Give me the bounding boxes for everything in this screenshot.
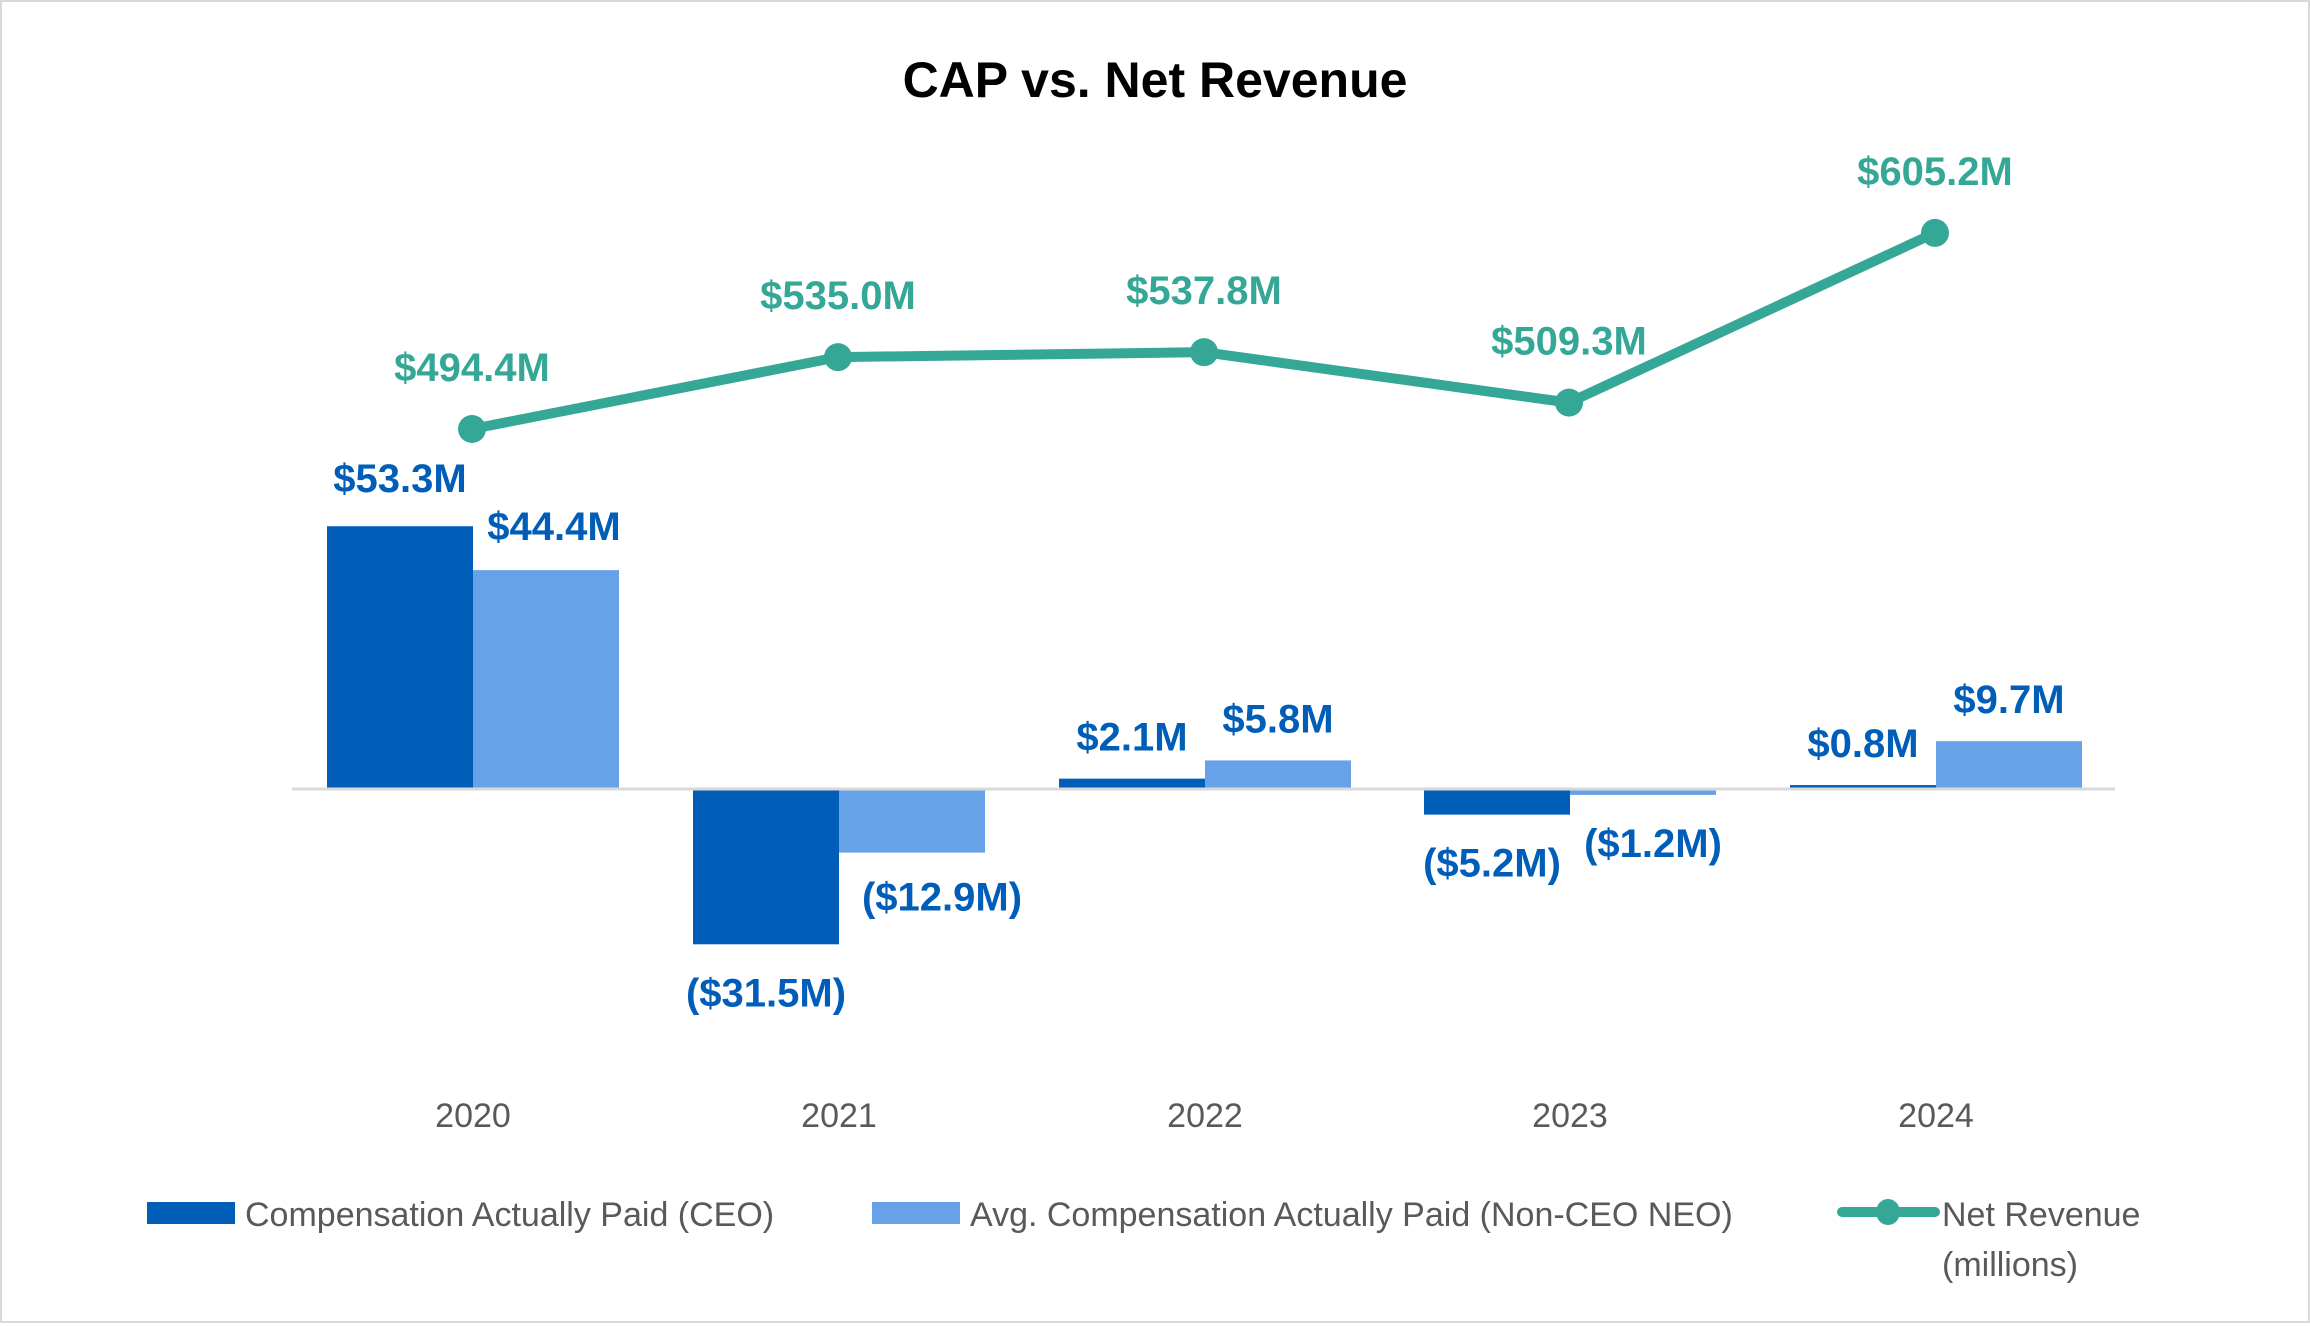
bar-label-neo-2020: $44.4M (487, 505, 620, 549)
bar-neo-2021 (839, 789, 985, 853)
bar-label-neo-2022: $5.8M (1222, 697, 1333, 741)
legend-item-ceo[interactable]: Compensation Actually Paid (CEO) (147, 1196, 774, 1234)
legend-swatch-ceo (147, 1202, 235, 1224)
bar-ceo-2024 (1790, 785, 1936, 789)
revenue-line (471, 228, 1938, 434)
bar-neo-2023 (1570, 789, 1716, 795)
revenue-point-2022 (1190, 338, 1218, 367)
revenue-label-2020: $494.4M (394, 346, 550, 390)
x-tick-2021: 2021 (801, 1097, 877, 1135)
bar-neo-2022 (1205, 760, 1351, 789)
x-tick-2024: 2024 (1898, 1097, 1974, 1135)
bar-ceo-2020 (327, 526, 473, 789)
bar-label-neo-2021: ($12.9M) (862, 876, 1022, 920)
x-tick-labels: 2020 2021 2022 2023 2024 (435, 1097, 1974, 1135)
legend-item-revenue[interactable]: Net Revenue (millions) (1837, 1196, 2140, 1284)
bar-label-ceo-2024: $0.8M (1807, 722, 1918, 766)
legend-swatch-neo (872, 1202, 960, 1224)
legend-marker-revenue (1876, 1199, 1900, 1225)
bar-ceo-2022 (1059, 778, 1205, 789)
chart-title: CAP vs. Net Revenue (903, 52, 1408, 108)
revenue-point-2024 (1921, 218, 1949, 247)
revenue-label-2022: $537.8M (1126, 269, 1282, 313)
revenue-label-2024: $605.2M (1857, 150, 2013, 194)
legend-label-revenue-line2: (millions) (1942, 1246, 2078, 1284)
bar-label-ceo-2020: $53.3M (333, 457, 466, 501)
revenue-point-2021 (824, 343, 852, 372)
x-tick-2023: 2023 (1532, 1097, 1608, 1135)
bar-ceo-2023 (1424, 789, 1570, 815)
legend-label-neo: Avg. Compensation Actually Paid (Non-CEO… (970, 1196, 1733, 1234)
bars-layer (327, 526, 2082, 945)
revenue-label-2023: $509.3M (1491, 320, 1647, 364)
bar-ceo-2021 (693, 789, 839, 945)
bar-label-ceo-2022: $2.1M (1076, 716, 1187, 760)
revenue-label-2021: $535.0M (760, 274, 916, 318)
revenue-point-2023 (1555, 388, 1583, 417)
bar-label-ceo-2021: ($31.5M) (686, 971, 846, 1015)
bar-label-neo-2024: $9.7M (1953, 678, 2064, 722)
bar-label-ceo-2023: ($5.2M) (1423, 842, 1561, 886)
legend-label-revenue-line1: Net Revenue (1942, 1196, 2140, 1234)
revenue-line-layer: $494.4M $535.0M $537.8M $509.3M $605.2M (394, 150, 2013, 443)
legend: Compensation Actually Paid (CEO) Avg. Co… (147, 1196, 2140, 1284)
legend-item-neo[interactable]: Avg. Compensation Actually Paid (Non-CEO… (872, 1196, 1733, 1234)
bar-neo-2024 (1936, 741, 2082, 789)
x-tick-2020: 2020 (435, 1097, 511, 1135)
legend-label-ceo: Compensation Actually Paid (CEO) (245, 1196, 774, 1234)
bar-labels-layer: $53.3M $44.4M ($31.5M) ($12.9M) $2.1M $5.8M ($… (333, 457, 2064, 1015)
revenue-point-2020 (458, 415, 486, 443)
x-tick-2022: 2022 (1167, 1097, 1243, 1135)
bar-neo-2020 (473, 570, 619, 789)
bar-label-neo-2023: ($1.2M) (1584, 822, 1722, 866)
